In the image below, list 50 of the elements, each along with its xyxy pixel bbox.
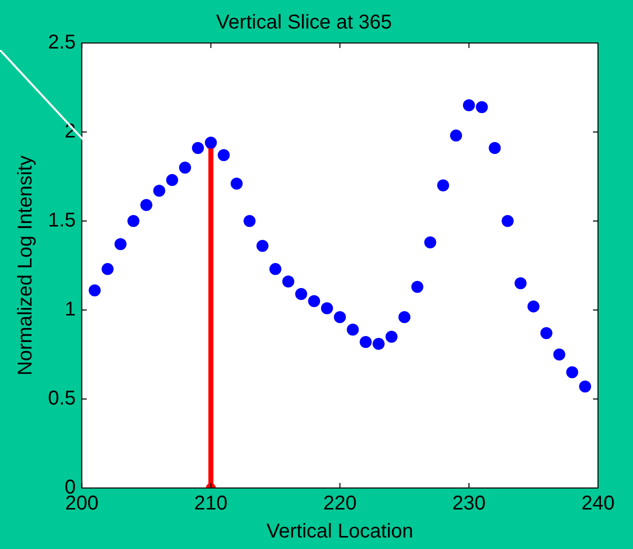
y-tick-label: 0.5 [48,388,76,410]
point [476,101,488,114]
point [579,380,592,393]
point [488,142,501,154]
y-axis-title: Normalized Log Intensity [14,155,37,376]
point [308,295,320,308]
point [334,311,346,324]
point [114,238,127,250]
point [450,130,462,142]
y-tick-label: 1.5 [48,210,76,232]
point [244,215,256,227]
point [269,263,282,276]
y-tick-label: 1 [64,298,76,321]
x-axis-title: Vertical Location [266,520,414,543]
point [179,162,192,174]
point [398,311,410,324]
point [320,302,333,314]
point [282,276,294,288]
point [360,336,372,348]
point [230,178,243,190]
point [204,136,217,149]
point [502,215,514,227]
point [88,284,101,296]
point [411,280,424,293]
point [540,327,552,340]
point [140,198,152,211]
point [462,99,475,112]
point [192,142,204,154]
point [256,240,268,252]
x-tick-label: 220 [323,492,357,515]
point [372,338,385,350]
point [437,179,450,192]
chart-title: Vertical Slice at 365 [216,12,392,34]
point [566,366,578,378]
point [153,184,166,197]
x-tick-label: 210 [194,492,228,515]
point [553,348,566,360]
point [527,300,540,312]
point [295,288,308,300]
y-tick-label: 2.5 [48,32,76,54]
point [514,277,527,290]
point [346,324,359,336]
x-tick-label: 240 [581,492,615,515]
point [424,236,436,248]
point [386,330,398,343]
x-tick-label: 230 [452,492,486,515]
point [218,149,230,162]
point [127,215,140,227]
point [102,263,114,276]
point [166,174,178,186]
